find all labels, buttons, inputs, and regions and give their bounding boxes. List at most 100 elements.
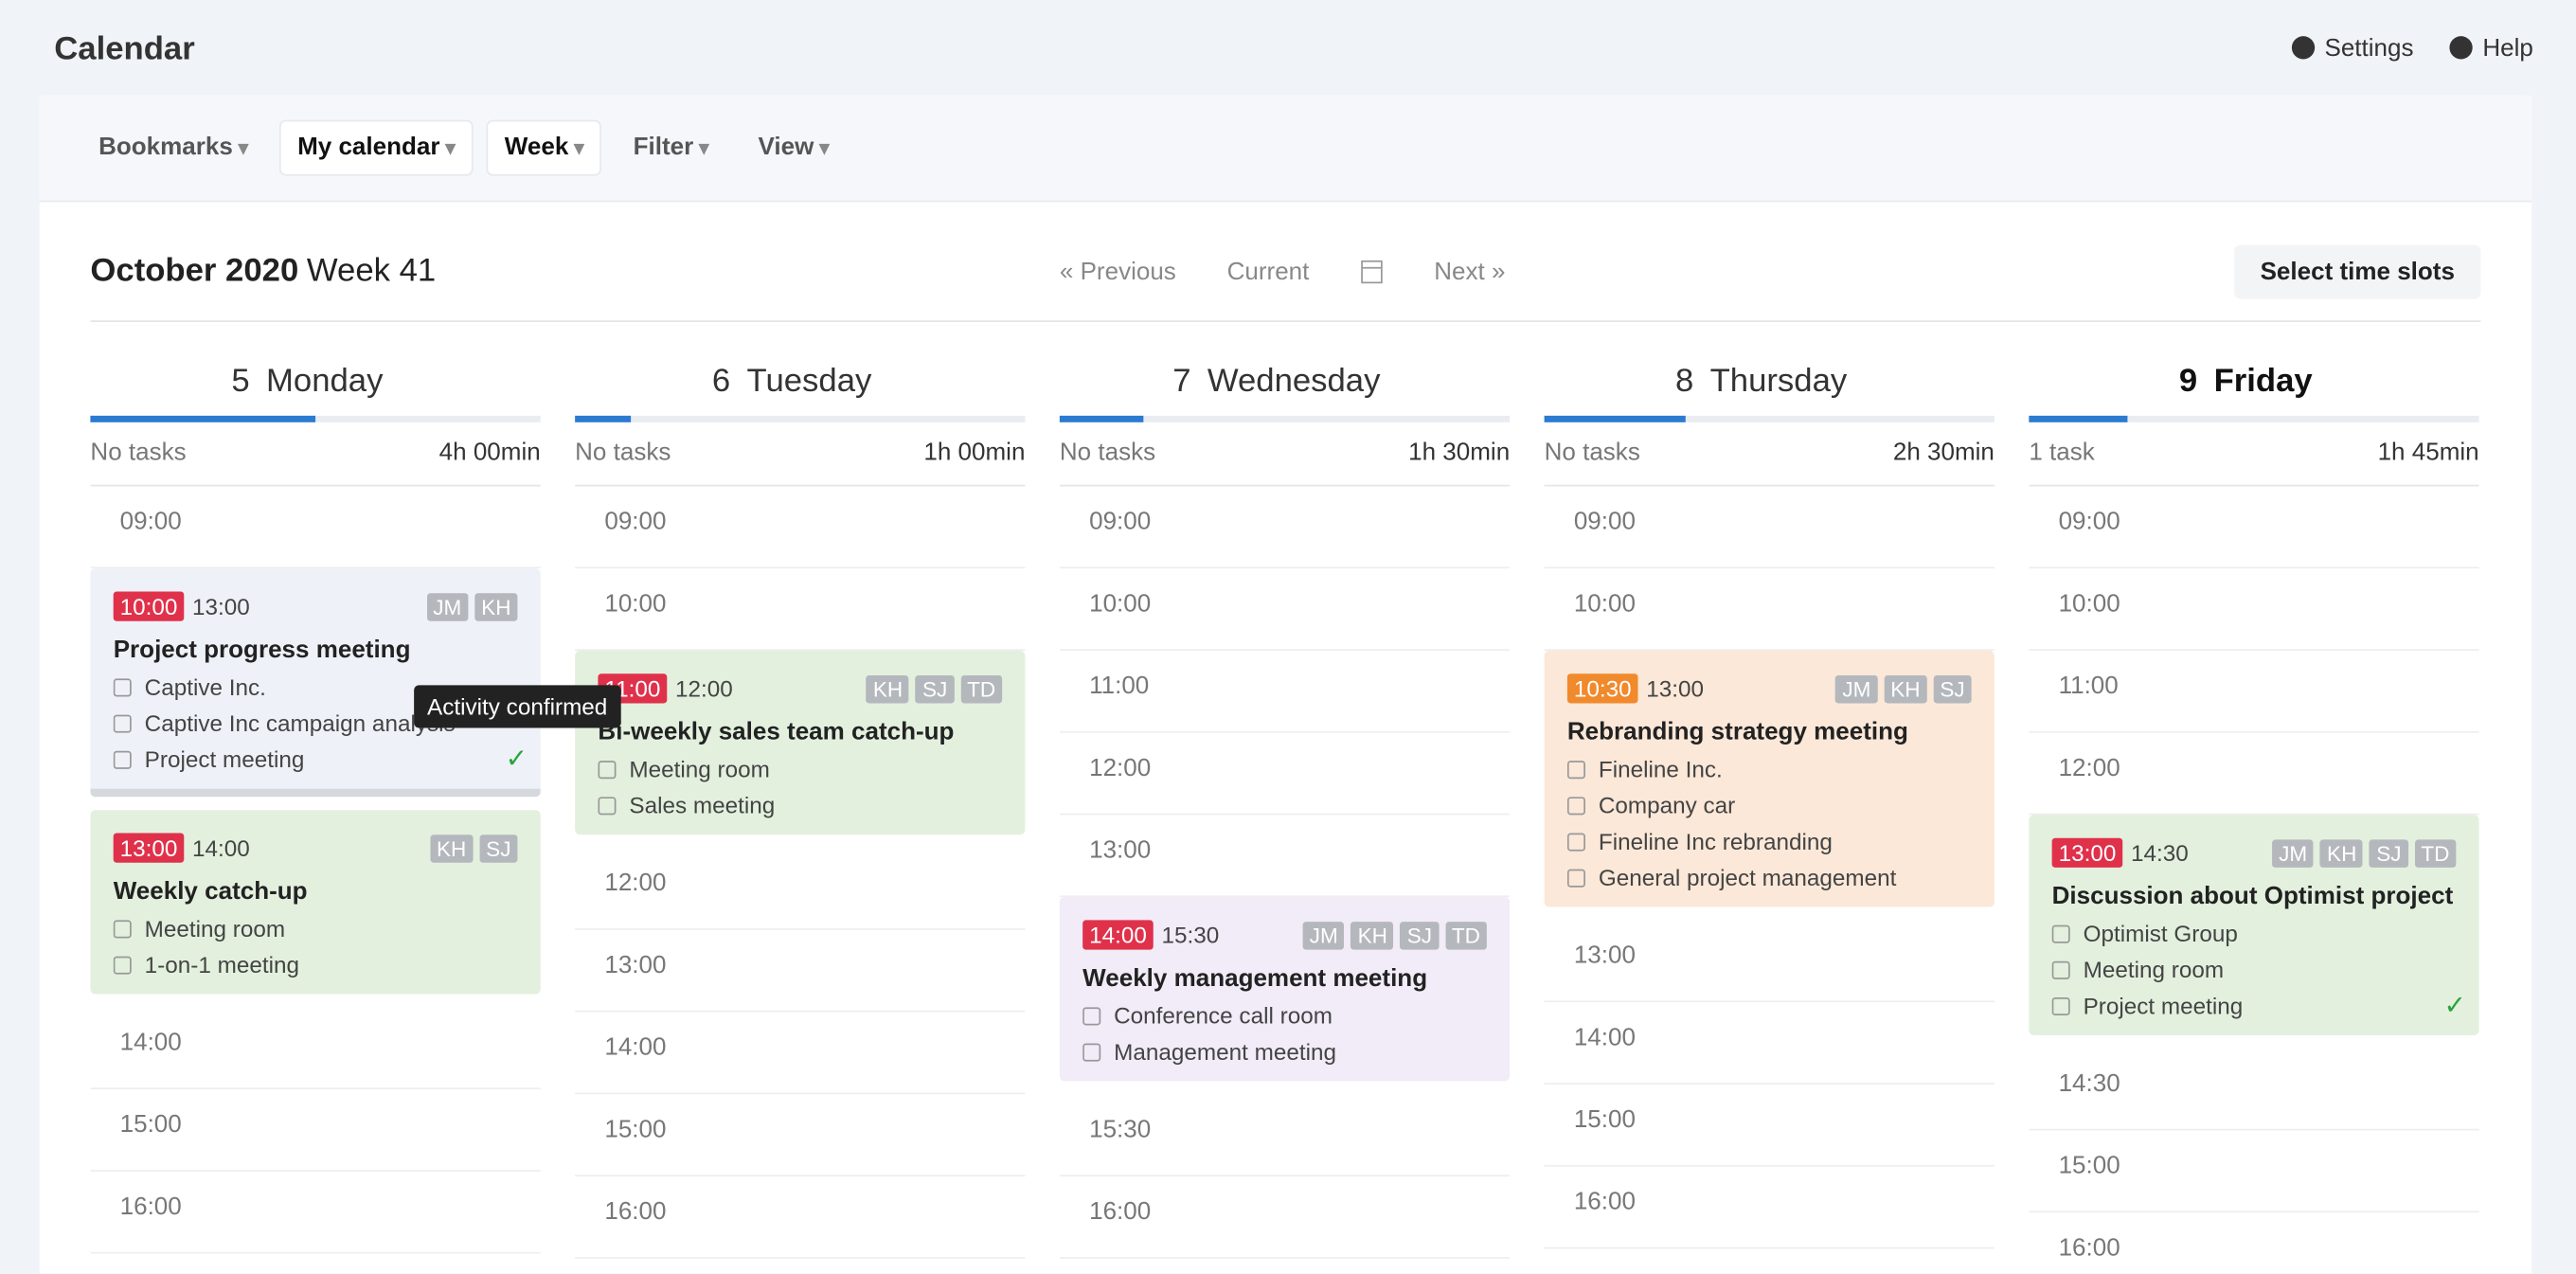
participant: SJ bbox=[916, 674, 955, 703]
time-slot: 16:00 bbox=[90, 1172, 541, 1254]
event-card[interactable]: 13:00 14:30 JM KH SJ TD Discussion about Optim… bbox=[2029, 815, 2479, 1035]
day-column: 8 Thursday No tasks 2h 30min 09:00 10:00 10:30… bbox=[1544, 350, 1995, 1249]
toolbar-button[interactable]: My calendar bbox=[280, 121, 473, 174]
header-links: Settings Help bbox=[2292, 34, 2533, 62]
day-name: Friday bbox=[2213, 363, 2313, 400]
toolbar-button[interactable]: View bbox=[742, 121, 846, 174]
event-card[interactable]: 13:00 14:00 KH SJ Weekly catch-up Meeting roo… bbox=[90, 810, 541, 995]
end-time: 12:00 bbox=[674, 674, 733, 702]
time-slot: 16:00 bbox=[2029, 1212, 2478, 1273]
toolbar-button[interactable]: Week bbox=[488, 121, 600, 174]
participant: KH bbox=[474, 592, 518, 620]
nav-current[interactable]: Current bbox=[1226, 258, 1310, 286]
time-slot: 15:00 bbox=[1544, 1085, 1995, 1167]
participant: KH bbox=[430, 834, 474, 862]
nav-prev[interactable]: « Previous bbox=[1059, 258, 1176, 286]
time-slot: 09:00 bbox=[1544, 486, 1995, 569]
event-detail: General project management bbox=[1567, 864, 1972, 890]
task-count: No tasks bbox=[1059, 439, 1156, 467]
toolbar-button[interactable]: Filter bbox=[617, 121, 725, 174]
time-slot: 16:00 bbox=[575, 1176, 1026, 1259]
time-slot: 15:00 bbox=[2029, 1130, 2479, 1213]
day-date: 7 bbox=[1172, 363, 1191, 400]
end-time: 14:30 bbox=[2130, 839, 2189, 867]
participant: SJ bbox=[1400, 921, 1439, 949]
nav-next[interactable]: Next » bbox=[1434, 258, 1506, 286]
help-link[interactable]: Help bbox=[2450, 34, 2533, 62]
time-slot: 15:00 bbox=[90, 1089, 541, 1172]
time-slot: 15:00 bbox=[575, 1094, 1026, 1177]
time-slot: 10:00 bbox=[2029, 568, 2479, 651]
day-column: 5 Monday No tasks 4h 00min 09:00 10:00 13:00 JM… bbox=[90, 350, 621, 1254]
participant: TD bbox=[960, 674, 1003, 703]
day-summary: No tasks 2h 30min bbox=[1544, 439, 1995, 487]
event-card[interactable]: 14:00 15:30 JM KH SJ TD Weekly management meet… bbox=[1059, 897, 1511, 1082]
event-header: 13:00 14:00 KH SJ bbox=[113, 830, 518, 866]
day-date: 9 bbox=[2178, 363, 2198, 400]
progress-bar bbox=[1059, 415, 1144, 422]
day-date: 8 bbox=[1674, 363, 1694, 400]
progress-track bbox=[90, 415, 541, 422]
participant: TD bbox=[2414, 838, 2457, 868]
event-title: Discussion about Optimist project bbox=[2051, 882, 2454, 911]
end-time: 14:00 bbox=[192, 834, 250, 861]
toolbar-button[interactable]: Bookmarks bbox=[82, 121, 265, 174]
time-slot: 12:00 bbox=[1059, 733, 1511, 816]
total-time: 4h 00min bbox=[438, 439, 541, 467]
event-header: 11:00 12:00 KH SJ TD bbox=[598, 671, 1003, 707]
select-slots-button[interactable]: Select time slots bbox=[2234, 244, 2481, 299]
event-detail: Meeting room bbox=[2052, 957, 2457, 983]
day-name: Monday bbox=[265, 363, 384, 400]
time-slot: 10:00 bbox=[1059, 568, 1511, 651]
day-column: 7 Wednesday No tasks 1h 30min 09:00 10:00 11:0… bbox=[1059, 350, 1511, 1259]
event-card[interactable]: 10:30 13:00 JM KH SJ Rebranding strategy meet… bbox=[1544, 650, 1995, 907]
progress-track bbox=[2029, 415, 2479, 422]
participant: TD bbox=[1444, 921, 1487, 949]
day-date: 6 bbox=[711, 363, 731, 400]
event-detail: Company car bbox=[1567, 792, 1972, 818]
participants: JM KH SJ bbox=[1835, 674, 1972, 703]
progress-bar bbox=[1544, 415, 1686, 422]
event-detail: 1-on-1 meeting bbox=[114, 951, 518, 978]
participant: JM bbox=[1302, 921, 1345, 949]
time-slot: 13:00 bbox=[1059, 815, 1511, 898]
time-slot: 12:00 bbox=[2029, 733, 2479, 816]
time-slot: 13:00 bbox=[1544, 920, 1995, 1003]
event-title: Project progress meeting bbox=[113, 636, 411, 664]
participant: JM bbox=[2272, 838, 2315, 868]
day-header: 5 Monday bbox=[90, 350, 540, 405]
participants: JM KH SJ TD bbox=[2272, 838, 2457, 868]
time-slot: 12:00 bbox=[575, 848, 1026, 930]
start-time: 10:30 bbox=[1566, 673, 1638, 704]
day-header: 6 Tuesday bbox=[575, 350, 1025, 405]
day-header: 9 Friday bbox=[2029, 350, 2478, 405]
event-detail: Sales meeting bbox=[598, 792, 1002, 818]
participants: JM KH SJ TD bbox=[1302, 921, 1487, 949]
event-title: Weekly catch-up bbox=[113, 877, 308, 906]
time-slot: 13:00 bbox=[575, 930, 1026, 1013]
event-card[interactable]: 10:00 13:00 JM KH Project progress meeting Ca… bbox=[90, 568, 621, 798]
event-header: 10:30 13:00 JM KH SJ bbox=[1566, 671, 1972, 707]
event-header: 14:00 15:30 JM KH SJ TD bbox=[1082, 917, 1487, 953]
event-detail: Conference call room bbox=[1082, 1002, 1487, 1029]
day-summary: No tasks 4h 00min bbox=[90, 439, 541, 487]
period: October 2020 Week 41 bbox=[90, 253, 436, 291]
total-time: 1h 30min bbox=[1408, 439, 1511, 467]
settings-link[interactable]: Settings bbox=[2292, 34, 2413, 62]
end-time: 13:00 bbox=[1646, 674, 1705, 702]
event-detail: Captive Inc campaign analysis bbox=[114, 709, 518, 736]
day-date: 5 bbox=[231, 363, 250, 400]
task-count: No tasks bbox=[90, 439, 187, 467]
task-count: 1 task bbox=[2029, 439, 2095, 467]
calendar-icon[interactable] bbox=[1360, 258, 1383, 284]
event-detail: Management meeting bbox=[1082, 1038, 1487, 1065]
participant: KH bbox=[1351, 921, 1394, 949]
time-slot: 16:00 bbox=[1059, 1176, 1511, 1259]
day-header: 8 Thursday bbox=[1545, 350, 1995, 405]
end-time: 13:00 bbox=[192, 593, 250, 619]
event-card[interactable]: 11:00 12:00 KH SJ TD Bi-weekly sales team cat… bbox=[575, 650, 1026, 835]
time-slot: 11:00 bbox=[1059, 651, 1511, 733]
start-time: 10:00 bbox=[113, 591, 185, 621]
